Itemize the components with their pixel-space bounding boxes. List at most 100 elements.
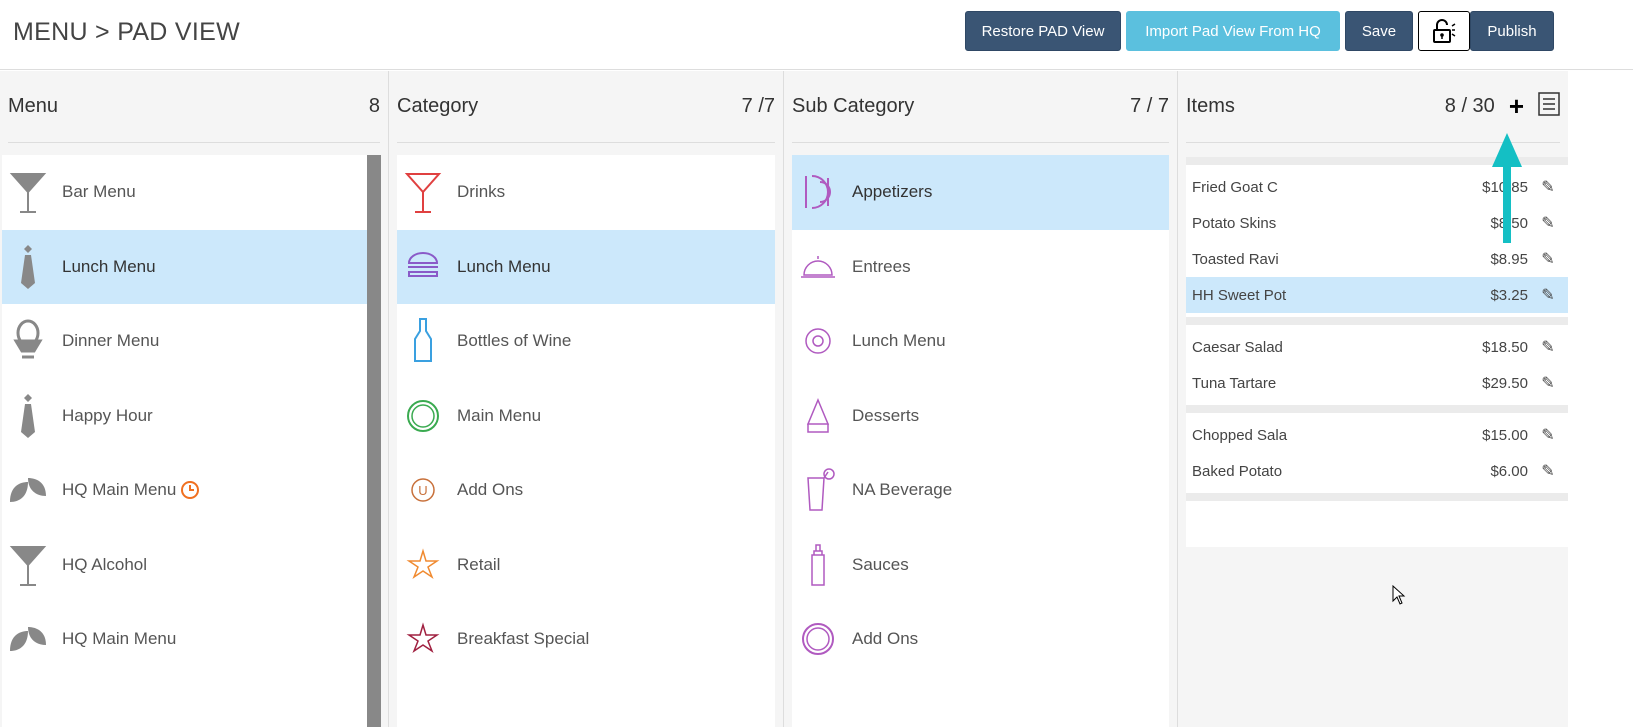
item-row[interactable]: Chopped Sala $15.00 ✎: [1186, 417, 1568, 453]
list-item-label: Lunch Menu: [852, 331, 946, 351]
list-item-label: HQ Alcohol: [62, 554, 148, 574]
tie-icon: [8, 392, 48, 440]
item-group: Chopped Sala $15.00 ✎ Baked Potato $6.00 ✎: [1186, 405, 1568, 493]
items-column: Items 8 / 30 + Fried Goat C$10.85✎Potato…: [1178, 71, 1568, 727]
category-title: Category: [397, 95, 479, 117]
drink-icon: [798, 466, 838, 514]
edit-pencil-icon[interactable]: ✎: [1541, 179, 1555, 196]
list-item-label: Appetizers: [852, 182, 933, 202]
cloche-icon: [798, 243, 838, 291]
list-item[interactable]: Bottles of Wine: [397, 304, 775, 379]
list-item[interactable]: Retail: [397, 528, 775, 603]
list-item-label: Retail: [457, 554, 501, 574]
menu-column: Menu 8 Bar Menu Lunch Menu Dinner Menu Happy…: [0, 71, 389, 727]
list-item[interactable]: Sauces: [792, 528, 1169, 603]
cocktail-icon: [403, 168, 443, 216]
list-item-label: Main Menu: [457, 405, 542, 425]
bottle-icon: [403, 317, 443, 365]
subcategory-title: Sub Category: [792, 95, 915, 117]
list-item[interactable]: Main Menu: [397, 379, 775, 454]
item-price: $29.50: [1482, 374, 1528, 392]
item-price: $8.95: [1490, 250, 1528, 268]
list-item[interactable]: Dinner Menu: [2, 304, 381, 379]
menu-count: 8: [368, 95, 380, 117]
list-item-label: Lunch Menu: [62, 256, 156, 276]
publish-button[interactable]: Publish: [1470, 11, 1554, 51]
leaf-icon: [8, 615, 48, 663]
subcategory-count: 7 / 7: [1130, 95, 1169, 117]
list-item[interactable]: Lunch Menu: [2, 229, 381, 304]
list-item[interactable]: HQ Main Menu: [2, 453, 381, 528]
item-name: Toasted Ravi: [1192, 250, 1279, 268]
circle-u-icon: U: [403, 466, 443, 514]
list-item[interactable]: HQ Alcohol: [2, 528, 381, 603]
items-title: Items: [1186, 95, 1235, 117]
list-item-label: Bottles of Wine: [457, 331, 572, 351]
item-name: Potato Skins: [1192, 214, 1277, 232]
list-item[interactable]: Breakfast Special: [397, 602, 775, 677]
menu-list: Bar Menu Lunch Menu Dinner Menu Happy Hour H…: [2, 155, 381, 727]
unlock-icon[interactable]: [1418, 11, 1470, 51]
import-pad-view-button[interactable]: Import Pad View From HQ: [1126, 11, 1340, 51]
star-icon: [403, 615, 443, 663]
list-item[interactable]: Lunch Menu: [397, 229, 775, 304]
list-item[interactable]: Lunch Menu: [792, 304, 1169, 379]
item-price: $18.50: [1482, 338, 1528, 356]
add-item-icon[interactable]: +: [1508, 91, 1524, 121]
list-item[interactable]: U Add Ons: [397, 453, 775, 528]
item-name: HH Sweet Pot: [1192, 286, 1287, 304]
item-name: Fried Goat C: [1192, 178, 1278, 196]
restore-pad-view-button[interactable]: Restore PAD View: [965, 11, 1121, 51]
item-row[interactable]: Caesar Salad $18.50 ✎: [1186, 329, 1568, 365]
edit-pencil-icon[interactable]: ✎: [1541, 339, 1555, 356]
category-column: Category 7 /7 Drinks Lunch Menu Bottles of …: [389, 71, 784, 727]
edit-pencil-icon[interactable]: ✎: [1541, 251, 1555, 268]
plate-cutlery-icon: [798, 168, 838, 216]
save-button[interactable]: Save: [1345, 11, 1413, 51]
edit-pencil-icon[interactable]: ✎: [1541, 215, 1555, 232]
edit-pencil-icon[interactable]: ✎: [1541, 427, 1555, 444]
empty-item-group: [1186, 493, 1568, 547]
arrow-annotation: [1492, 133, 1522, 243]
egg-cup-icon: [8, 317, 48, 365]
item-name: Caesar Salad: [1192, 338, 1283, 356]
list-item-label: HQ Main Menu: [62, 629, 177, 649]
edit-pencil-icon[interactable]: ✎: [1541, 463, 1555, 480]
circle-icon: [798, 317, 838, 365]
list-view-icon[interactable]: [1538, 91, 1560, 122]
item-row[interactable]: HH Sweet Pot $3.25 ✎: [1186, 277, 1568, 313]
edit-pencil-icon[interactable]: ✎: [1541, 287, 1555, 304]
list-item-label: Entrees: [852, 256, 911, 276]
list-item[interactable]: Entrees: [792, 230, 1169, 305]
clock-icon: [180, 480, 200, 500]
list-item[interactable]: Desserts: [792, 379, 1169, 454]
items-count: 8 / 30: [1444, 95, 1495, 117]
list-item[interactable]: HQ Main Menu: [2, 602, 381, 677]
plate-icon: [403, 392, 443, 440]
item-name: Tuna Tartare: [1192, 374, 1277, 392]
list-item[interactable]: Bar Menu: [2, 155, 381, 230]
item-row[interactable]: Baked Potato $6.00 ✎: [1186, 453, 1568, 489]
cake-icon: [798, 392, 838, 440]
list-item[interactable]: Happy Hour: [2, 379, 381, 454]
list-item-label: Drinks: [457, 182, 506, 202]
category-list: Drinks Lunch Menu Bottles of Wine Main Menu…: [397, 155, 775, 727]
svg-text:U: U: [418, 483, 427, 498]
subcategory-column: Sub Category 7 / 7 Appetizers Entrees Lunch…: [784, 71, 1178, 727]
mouse-cursor-icon: [1392, 585, 1406, 605]
breadcrumb: MENU > PAD VIEW: [13, 18, 240, 46]
item-price: $15.00: [1482, 426, 1528, 444]
subcategory-list: Appetizers Entrees Lunch Menu Desserts NA Be…: [792, 155, 1169, 727]
item-price: $3.25: [1490, 286, 1528, 304]
list-item[interactable]: NA Beverage: [792, 453, 1169, 528]
item-row[interactable]: Tuna Tartare $29.50 ✎: [1186, 365, 1568, 401]
edit-pencil-icon[interactable]: ✎: [1541, 375, 1555, 392]
item-row[interactable]: Toasted Ravi $8.95 ✎: [1186, 241, 1568, 277]
cocktail-icon: [8, 541, 48, 589]
list-item-label: Lunch Menu: [457, 256, 551, 276]
list-item[interactable]: Add Ons: [792, 602, 1169, 677]
list-item[interactable]: Appetizers: [792, 155, 1169, 230]
scrollbar[interactable]: [367, 155, 381, 727]
list-item-label: Happy Hour: [62, 405, 153, 425]
list-item[interactable]: Drinks: [397, 155, 775, 230]
